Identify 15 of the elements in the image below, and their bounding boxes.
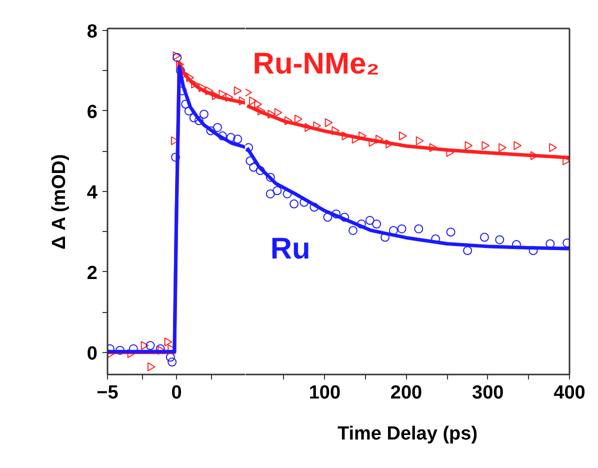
x-axis-title: Time Delay (ps) xyxy=(337,424,478,444)
x-tick-label: 400 xyxy=(554,382,586,404)
x-tick-label: 0 xyxy=(171,382,182,404)
x-tick-label: 200 xyxy=(390,382,422,404)
y-tick-label: 4 xyxy=(86,182,98,204)
y-tick-label: 0 xyxy=(86,343,98,364)
series-label: Ru-NMe₂ xyxy=(252,47,380,80)
series-label: Ru xyxy=(270,232,310,266)
y-tick-label: 2 xyxy=(86,262,98,284)
x-tick-label: 300 xyxy=(472,382,504,404)
x-tick-label: −5 xyxy=(96,382,119,404)
y-tick-label: 6 xyxy=(86,102,98,123)
y-axis-title: Δ A (mOD) xyxy=(48,154,70,250)
x-tick-label: 100 xyxy=(308,382,341,404)
y-tick-label: 8 xyxy=(86,22,98,43)
